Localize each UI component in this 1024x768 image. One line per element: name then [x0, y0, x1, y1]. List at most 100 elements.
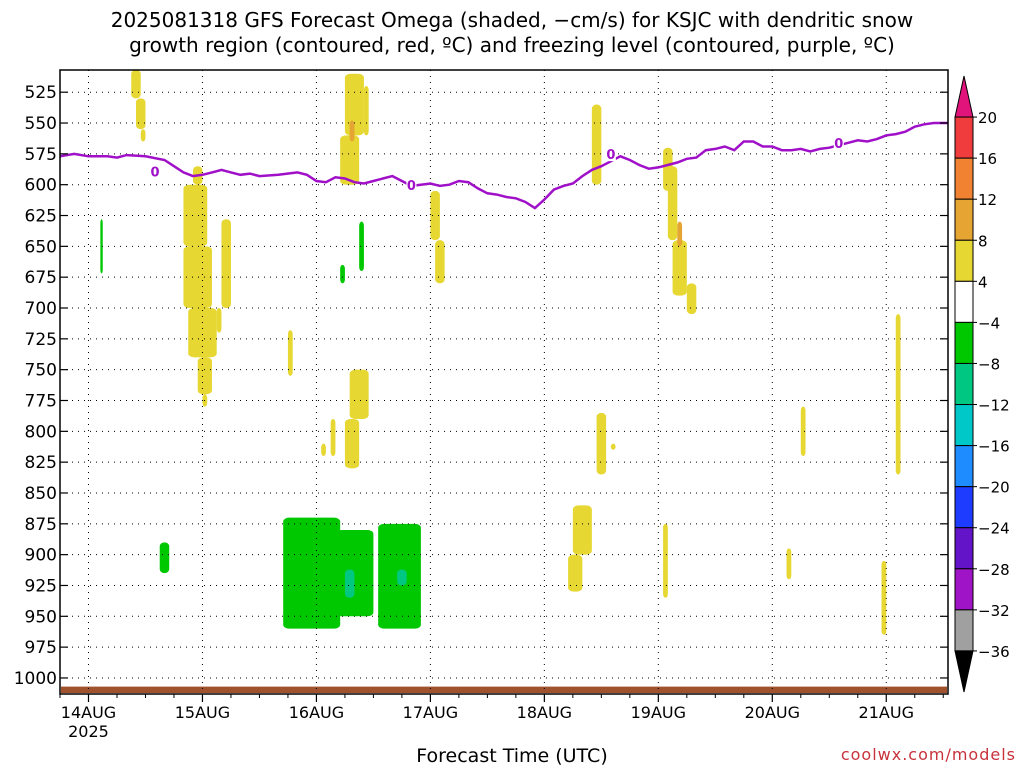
- y-tick-label: 675: [25, 268, 57, 288]
- x-tick-label: 19AUG: [631, 703, 686, 722]
- omega-cell: [100, 219, 103, 274]
- colorbar-label: −4: [978, 314, 1000, 332]
- y-tick-label: 625: [25, 207, 57, 227]
- omega-cell: [321, 443, 326, 456]
- omega-cell: [340, 135, 360, 185]
- y-tick-label: 725: [25, 330, 57, 350]
- omega-cell: [435, 240, 445, 284]
- omega-cell: [596, 412, 607, 475]
- colorbar-swatch: [954, 486, 974, 529]
- surface-terrain: [61, 686, 947, 693]
- omega-cell: [663, 523, 668, 598]
- freezing-label-bg: [406, 177, 417, 192]
- colorbar-swatch: [954, 404, 974, 447]
- x-tick-label: 21AUG: [859, 703, 914, 722]
- colorbar-label: 4: [978, 273, 988, 291]
- freezing-label-bg: [149, 164, 160, 179]
- y-tick-label: 800: [25, 422, 57, 442]
- omega-cell: [335, 529, 374, 617]
- omega-cell: [349, 120, 355, 142]
- colorbar-swatch: [954, 280, 974, 323]
- freezing-label-bg: [605, 147, 616, 162]
- omega-cell: [895, 314, 901, 475]
- omega-cell: [677, 221, 683, 247]
- omega-cell: [344, 569, 355, 598]
- colorbar-label: −36: [978, 643, 1010, 661]
- colorbar-label: 16: [978, 150, 997, 168]
- x-tick-label: 18AUG: [517, 703, 572, 722]
- omega-cell: [672, 240, 687, 296]
- omega-cell: [786, 548, 792, 580]
- y-tick-label: 600: [25, 176, 57, 196]
- omega-cell: [359, 221, 364, 272]
- y-tick-label: 775: [25, 391, 57, 411]
- x-tick-label: 17AUG: [403, 703, 458, 722]
- colorbar: 20 16 12 8 4 −4 −8 −12 −16 −20 −24 −28 −32 −36: [954, 75, 1010, 693]
- y-tick-label: 700: [25, 299, 57, 319]
- colorbar-label: −8: [978, 355, 1000, 373]
- chart-title-line-2: growth region (contoured, red, ºC) and f…: [129, 33, 895, 57]
- omega-cell: [183, 184, 208, 247]
- omega-cell: [183, 246, 212, 309]
- y-tick-label: 975: [25, 638, 57, 658]
- y-tick-label: 825: [25, 453, 57, 473]
- colorbar-label: −28: [978, 561, 1010, 579]
- colorbar-swatch: [954, 157, 974, 200]
- colorbar-label: 12: [978, 191, 997, 209]
- omega-cell: [568, 554, 583, 592]
- colorbar-label: −20: [978, 479, 1010, 497]
- y-tick-label: 1000: [14, 669, 57, 689]
- x-tick-label: 16AUG: [289, 703, 344, 722]
- omega-cell: [283, 517, 341, 629]
- omega-cell: [330, 418, 336, 456]
- colorbar-label: −16: [978, 438, 1010, 456]
- colorbar-swatch: [954, 362, 974, 406]
- axes-layer: 14AUG 15AUG 16AUG 17AUG 18AUG 19AUG 20AUG 21AUG…: [14, 69, 949, 741]
- colorbar-swatch: [954, 527, 974, 570]
- freezing-level-layer: 0 0 0 0: [59, 121, 948, 210]
- omega-cell: [344, 73, 364, 136]
- omega-cell: [340, 264, 345, 284]
- x-axis-label: Forecast Time (UTC): [416, 745, 608, 767]
- omega-cell: [667, 166, 678, 241]
- colorbar-swatch: [954, 198, 974, 241]
- colorbar-bottom-triangle: [954, 650, 974, 693]
- x-tick-label: 14AUG: [61, 703, 116, 722]
- y-tick-label: 550: [25, 114, 57, 134]
- colorbar-label: 8: [978, 232, 988, 250]
- colorbar-label: −12: [978, 397, 1010, 415]
- freezing-level-label: 0: [834, 137, 843, 152]
- omega-cell: [221, 219, 231, 309]
- colorbar-swatch: [954, 239, 974, 282]
- y-tick-label: 875: [25, 515, 57, 535]
- y-tick-label: 650: [25, 237, 57, 257]
- y-tick-label: 575: [25, 145, 57, 165]
- omega-cell: [135, 98, 146, 130]
- omega-cell: [287, 330, 293, 376]
- plot-frame: [59, 69, 949, 695]
- freezing-level-label: 0: [606, 148, 615, 163]
- omega-cell: [363, 86, 369, 136]
- omega-cell: [188, 308, 217, 358]
- colorbar-label: −32: [978, 602, 1010, 620]
- omega-cell: [216, 308, 222, 333]
- x-year-label: 2025: [68, 722, 109, 741]
- colorbar-swatch: [954, 609, 974, 652]
- grid-layer: [60, 70, 948, 694]
- y-tick-label: 900: [25, 546, 57, 566]
- colorbar-label: −24: [978, 520, 1010, 538]
- colorbar-swatch: [954, 568, 974, 611]
- omega-cell: [349, 369, 369, 419]
- surface-terrain-layer: [61, 686, 947, 693]
- omega-cells-layer: [100, 70, 901, 635]
- chart-title-line-1: 2025081318 GFS Forecast Omega (shaded, −…: [110, 8, 914, 32]
- y-tick-label: 525: [25, 83, 57, 103]
- y-tick-label: 925: [25, 576, 57, 596]
- omega-cell: [881, 560, 887, 635]
- freezing-level-label: 0: [407, 179, 416, 194]
- x-tick-label: 15AUG: [175, 703, 230, 722]
- omega-cell: [140, 129, 146, 142]
- x-tick-label: 20AUG: [745, 703, 800, 722]
- omega-cell: [397, 569, 407, 586]
